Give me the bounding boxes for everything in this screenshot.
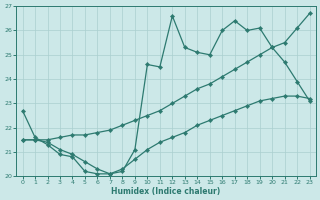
X-axis label: Humidex (Indice chaleur): Humidex (Indice chaleur) [111,187,221,196]
